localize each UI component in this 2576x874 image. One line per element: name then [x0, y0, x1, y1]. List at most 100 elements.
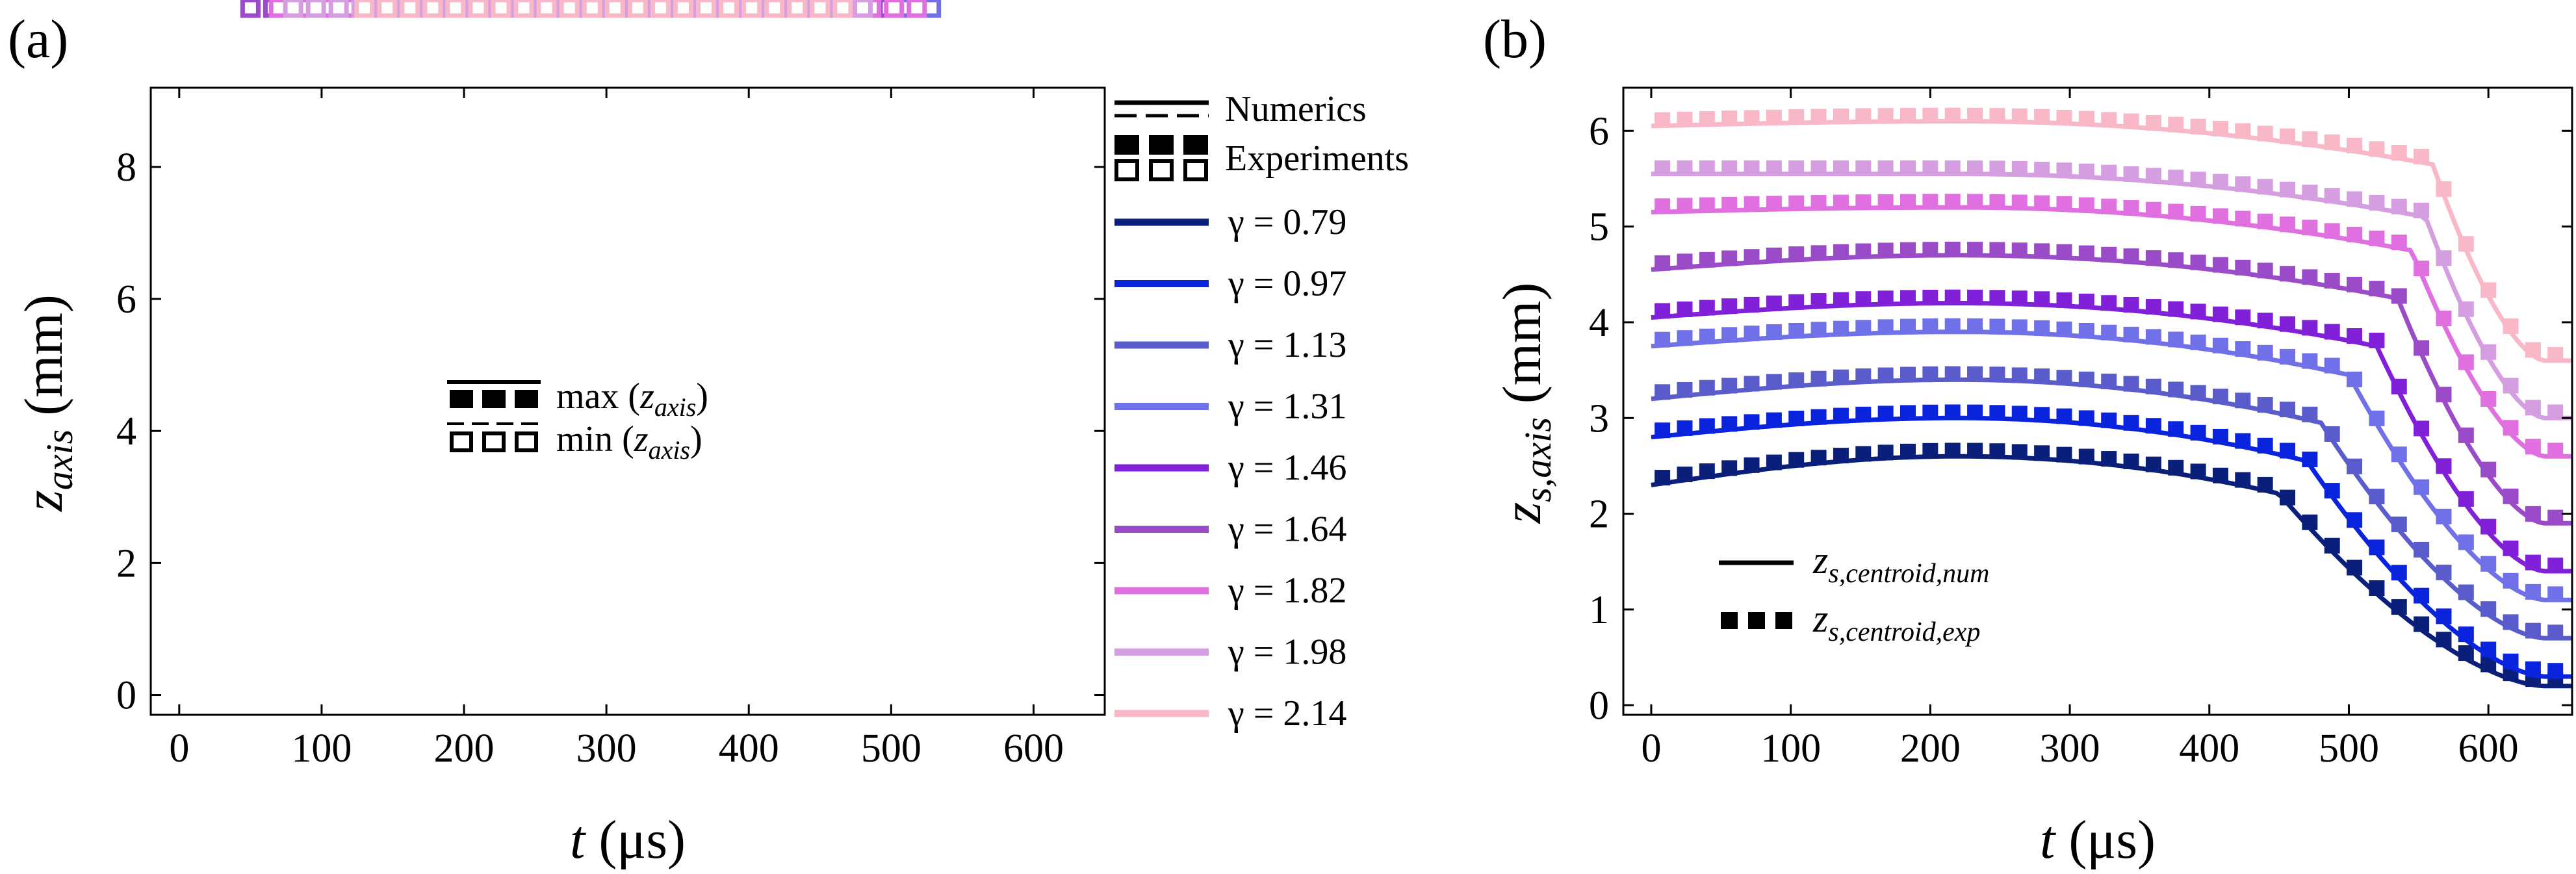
experiment-centroid-point — [2212, 257, 2228, 273]
experiment-centroid-point — [1989, 108, 2005, 124]
experiment-centroid-point — [2145, 250, 2161, 266]
experiment-centroid-point — [1833, 244, 1849, 260]
experiment-centroid-point — [1967, 366, 1983, 382]
experiment-centroid-point — [2145, 114, 2161, 131]
experiment-centroid-point — [2525, 506, 2541, 522]
experiment-centroid-point — [2436, 250, 2452, 266]
experiment-centroid-point — [1877, 108, 1894, 124]
panel-b-x-axis-label: t (μs) — [2040, 810, 2156, 870]
panel-b-x-ticks: 0 100 200 300 400 500 600 — [1641, 88, 2519, 771]
experiment-centroid-point — [1788, 372, 1805, 389]
experiment-centroid-point — [2034, 161, 2050, 177]
experiment-centroid-point — [1944, 107, 1961, 123]
panel-a-label: (a) — [8, 9, 68, 70]
experiment-centroid-point — [1855, 160, 1872, 176]
x-tick-label: 400 — [2179, 726, 2239, 771]
legend-num-label: zs,centroid,num — [1812, 539, 1989, 589]
series-4 — [1651, 318, 2572, 602]
experiment-centroid-point — [2034, 243, 2050, 259]
experiment-centroid-point — [2212, 174, 2228, 190]
experiment-min-point — [907, 0, 927, 18]
y-tick-label: 6 — [1589, 109, 1609, 153]
experiment-min-point — [582, 0, 602, 18]
experiment-centroid-point — [1900, 160, 1916, 176]
experiment-min-point — [884, 0, 905, 18]
y-tick-label: 4 — [116, 409, 136, 454]
experiment-min-point — [787, 0, 808, 18]
experiment-min-point — [650, 0, 671, 18]
experiment-centroid-point — [2235, 341, 2251, 357]
experiment-centroid-point — [2347, 512, 2363, 528]
experiment-centroid-point — [1810, 409, 1827, 425]
experiment-centroid-point — [1699, 463, 1715, 480]
experiment-centroid-point — [1721, 250, 1738, 266]
experiment-centroid-point — [1766, 374, 1782, 390]
experiment-centroid-point — [2280, 181, 2295, 198]
x-tick-label: 0 — [169, 726, 189, 771]
experiment-centroid-point — [2257, 437, 2273, 454]
experiment-centroid-point — [2480, 282, 2497, 298]
panel-a-series — [241, 0, 942, 18]
experiment-centroid-point — [2145, 299, 2161, 315]
experiment-centroid-point — [1744, 160, 1760, 176]
x-tick-label: 300 — [576, 726, 637, 771]
experiment-centroid-point — [2369, 332, 2385, 348]
series-9 — [1651, 107, 2572, 363]
experiment-centroid-point — [2011, 108, 2028, 124]
x-tick-label: 500 — [2319, 726, 2379, 771]
experiment-centroid-point — [2391, 144, 2407, 161]
experiment-centroid-point — [1855, 368, 1872, 384]
series-3 — [1651, 366, 2572, 641]
experiment-min-point — [328, 0, 349, 18]
experiment-centroid-point — [2302, 269, 2318, 285]
experiment-centroid-point — [1744, 414, 1760, 430]
experiment-centroid-point — [2235, 123, 2251, 139]
experiment-centroid-point — [2525, 661, 2541, 677]
experiment-centroid-point — [2547, 624, 2564, 641]
experiment-centroid-point — [2034, 407, 2050, 423]
experiment-centroid-point — [1810, 195, 1827, 211]
experiment-min-point — [832, 0, 853, 18]
experiment-centroid-point — [2503, 540, 2519, 556]
experiment-min-point — [741, 0, 762, 18]
experiment-centroid-point — [1944, 318, 1961, 334]
experiment-centroid-point — [2458, 645, 2474, 662]
experiment-centroid-point — [2235, 472, 2251, 488]
experiment-centroid-point — [1989, 194, 2005, 210]
experiment-centroid-point — [1721, 460, 1738, 476]
experiment-centroid-point — [2436, 632, 2452, 648]
experiment-centroid-point — [2347, 137, 2363, 153]
experiment-centroid-point — [1788, 195, 1805, 211]
experiment-centroid-point — [1655, 384, 1671, 400]
experiment-centroid-point — [1900, 318, 1916, 335]
experiment-centroid-point — [1810, 109, 1827, 125]
experiment-centroid-point — [2235, 259, 2251, 276]
experiment-centroid-point — [1766, 295, 1782, 311]
experiment-centroid-point — [1989, 161, 2005, 177]
experiment-centroid-point — [2503, 614, 2519, 630]
experiment-centroid-point — [1833, 369, 1849, 385]
experiment-centroid-point — [2347, 328, 2363, 344]
experiment-centroid-point — [2391, 234, 2407, 250]
panel-a-inner-legend: max (zaxis) min (zaxis) — [447, 376, 708, 465]
experiment-centroid-point — [1833, 407, 1849, 424]
experiment-centroid-point — [2324, 188, 2340, 204]
experiment-centroid-point — [2101, 295, 2117, 311]
experiment-centroid-point — [2324, 223, 2340, 239]
experiment-centroid-point — [2212, 389, 2228, 405]
experiment-centroid-point — [2235, 433, 2251, 449]
experiment-centroid-point — [1766, 412, 1782, 428]
experiment-centroid-point — [2011, 405, 2028, 422]
experiment-centroid-point — [2056, 292, 2072, 308]
experiment-centroid-point — [2436, 564, 2452, 580]
experiment-centroid-point — [2525, 400, 2541, 416]
experiment-centroid-point — [1855, 446, 1872, 462]
experiment-centroid-point — [1900, 107, 1916, 123]
experiment-min-point — [810, 0, 831, 18]
experiment-centroid-point — [1922, 289, 1938, 305]
experiment-centroid-point — [1855, 194, 1872, 211]
panel-b-legend: zs,centroid,num zs,centroid,exp — [1719, 539, 1989, 647]
x-tick-label: 500 — [861, 726, 921, 771]
experiment-centroid-point — [1900, 443, 1916, 459]
experiment-centroid-point — [1855, 243, 1872, 259]
